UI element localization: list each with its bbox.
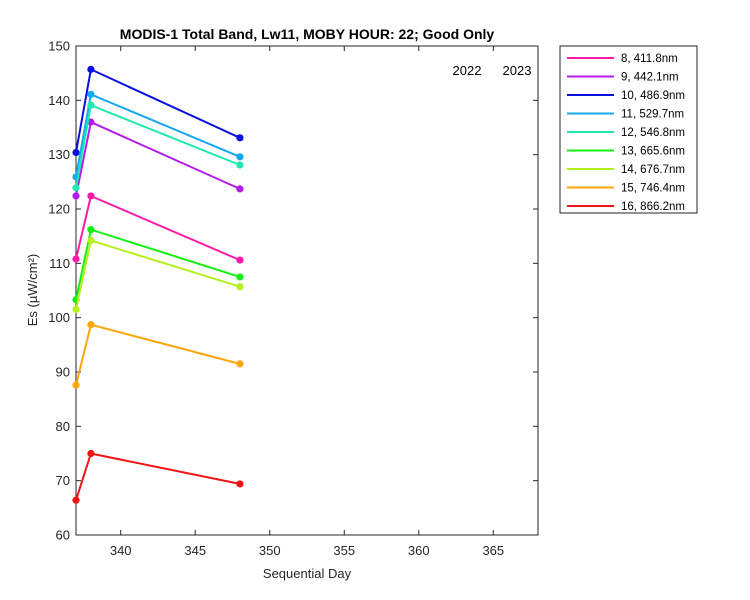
x-tick-label: 345 (184, 543, 206, 558)
x-tick-label: 355 (333, 543, 355, 558)
year-label-2022: 2022 (453, 63, 482, 78)
data-point (72, 192, 80, 200)
legend-item: 13, 665.6nm (567, 146, 685, 158)
data-point (87, 65, 95, 73)
data-point (87, 321, 95, 329)
legend-label: 13, 665.6nm (621, 146, 685, 158)
data-point (236, 161, 244, 169)
y-tick-label: 70 (56, 473, 70, 488)
data-point (72, 148, 80, 157)
data-point (72, 305, 80, 314)
data-point (87, 90, 95, 98)
series-9 (72, 449, 244, 504)
x-tick-label: 360 (408, 543, 430, 558)
data-point (87, 192, 95, 200)
legend-item: 15, 746.4nm (567, 183, 685, 195)
y-axis: 60 70 80 90 100 110 120 130 140 150 (48, 39, 538, 543)
data-point (236, 153, 244, 161)
legend-label: 15, 746.4nm (621, 183, 685, 195)
x-tick-label: 340 (110, 543, 132, 558)
legend-item: 12, 546.8nm (567, 127, 685, 139)
series-3 (72, 65, 244, 157)
x-tick-label: 350 (259, 543, 281, 558)
data-point (72, 184, 80, 192)
data-point (236, 360, 244, 368)
legend-item: 14, 676.7nm (567, 164, 685, 176)
legend-box (559, 45, 698, 214)
legend: 8, 411.8nm 9, 442.1nm 10, 486.9nm 11, 529.7… (559, 45, 698, 214)
y-tick-label: 90 (56, 365, 70, 380)
plot-area (75, 45, 539, 536)
y-axis-label: Es (µW/cm²) (25, 254, 40, 326)
series-2 (72, 118, 244, 200)
x-tick-label: 365 (482, 543, 504, 558)
legend-label: 14, 676.7nm (621, 164, 685, 176)
legend-item: 16, 866.2nm (567, 201, 685, 213)
chart-title: MODIS-1 Total Band, Lw11, MOBY HOUR: 22;… (120, 26, 495, 42)
data-point (87, 101, 95, 109)
legend-label: 8, 411.8nm (621, 53, 678, 65)
y-tick-label: 110 (49, 256, 70, 271)
legend-label: 12, 546.8nm (621, 127, 685, 139)
data-point (87, 236, 95, 245)
legend-label: 9, 442.1nm (621, 72, 679, 84)
x-axis-label: Sequential Day (263, 566, 352, 581)
series-5 (72, 101, 244, 192)
series-layer (72, 65, 244, 504)
legend-item: 10, 486.9nm (567, 90, 685, 102)
legend-item: 9, 442.1nm (567, 72, 679, 84)
legend-item: 11, 529.7nm (567, 109, 684, 121)
y-tick-label: 60 (56, 528, 70, 543)
y-tick-label: 80 (56, 419, 70, 434)
y-tick-label: 130 (48, 147, 70, 162)
series-1 (72, 192, 244, 264)
data-point (236, 256, 244, 264)
series-7 (72, 236, 244, 314)
data-point (236, 134, 244, 142)
data-point (72, 496, 80, 504)
y-tick-label: 150 (48, 39, 70, 54)
legend-label: 10, 486.9nm (621, 90, 685, 102)
x-axis: 340 345 350 355 360 365 (110, 46, 504, 558)
legend-label: 11, 529.7nm (621, 109, 684, 121)
year-label-2023: 2023 (503, 63, 532, 78)
data-point (236, 273, 244, 281)
y-tick-label: 140 (48, 93, 70, 108)
legend-label: 16, 866.2nm (621, 201, 685, 213)
data-point (72, 255, 80, 263)
series-8 (72, 321, 244, 389)
data-point (87, 449, 95, 458)
y-tick-label: 120 (48, 202, 70, 217)
data-point (236, 283, 244, 291)
data-point (72, 381, 80, 389)
y-tick-label: 100 (48, 310, 70, 325)
data-point (236, 185, 244, 193)
legend-item: 8, 411.8nm (567, 53, 678, 65)
data-point (87, 226, 95, 234)
data-point (236, 480, 244, 488)
